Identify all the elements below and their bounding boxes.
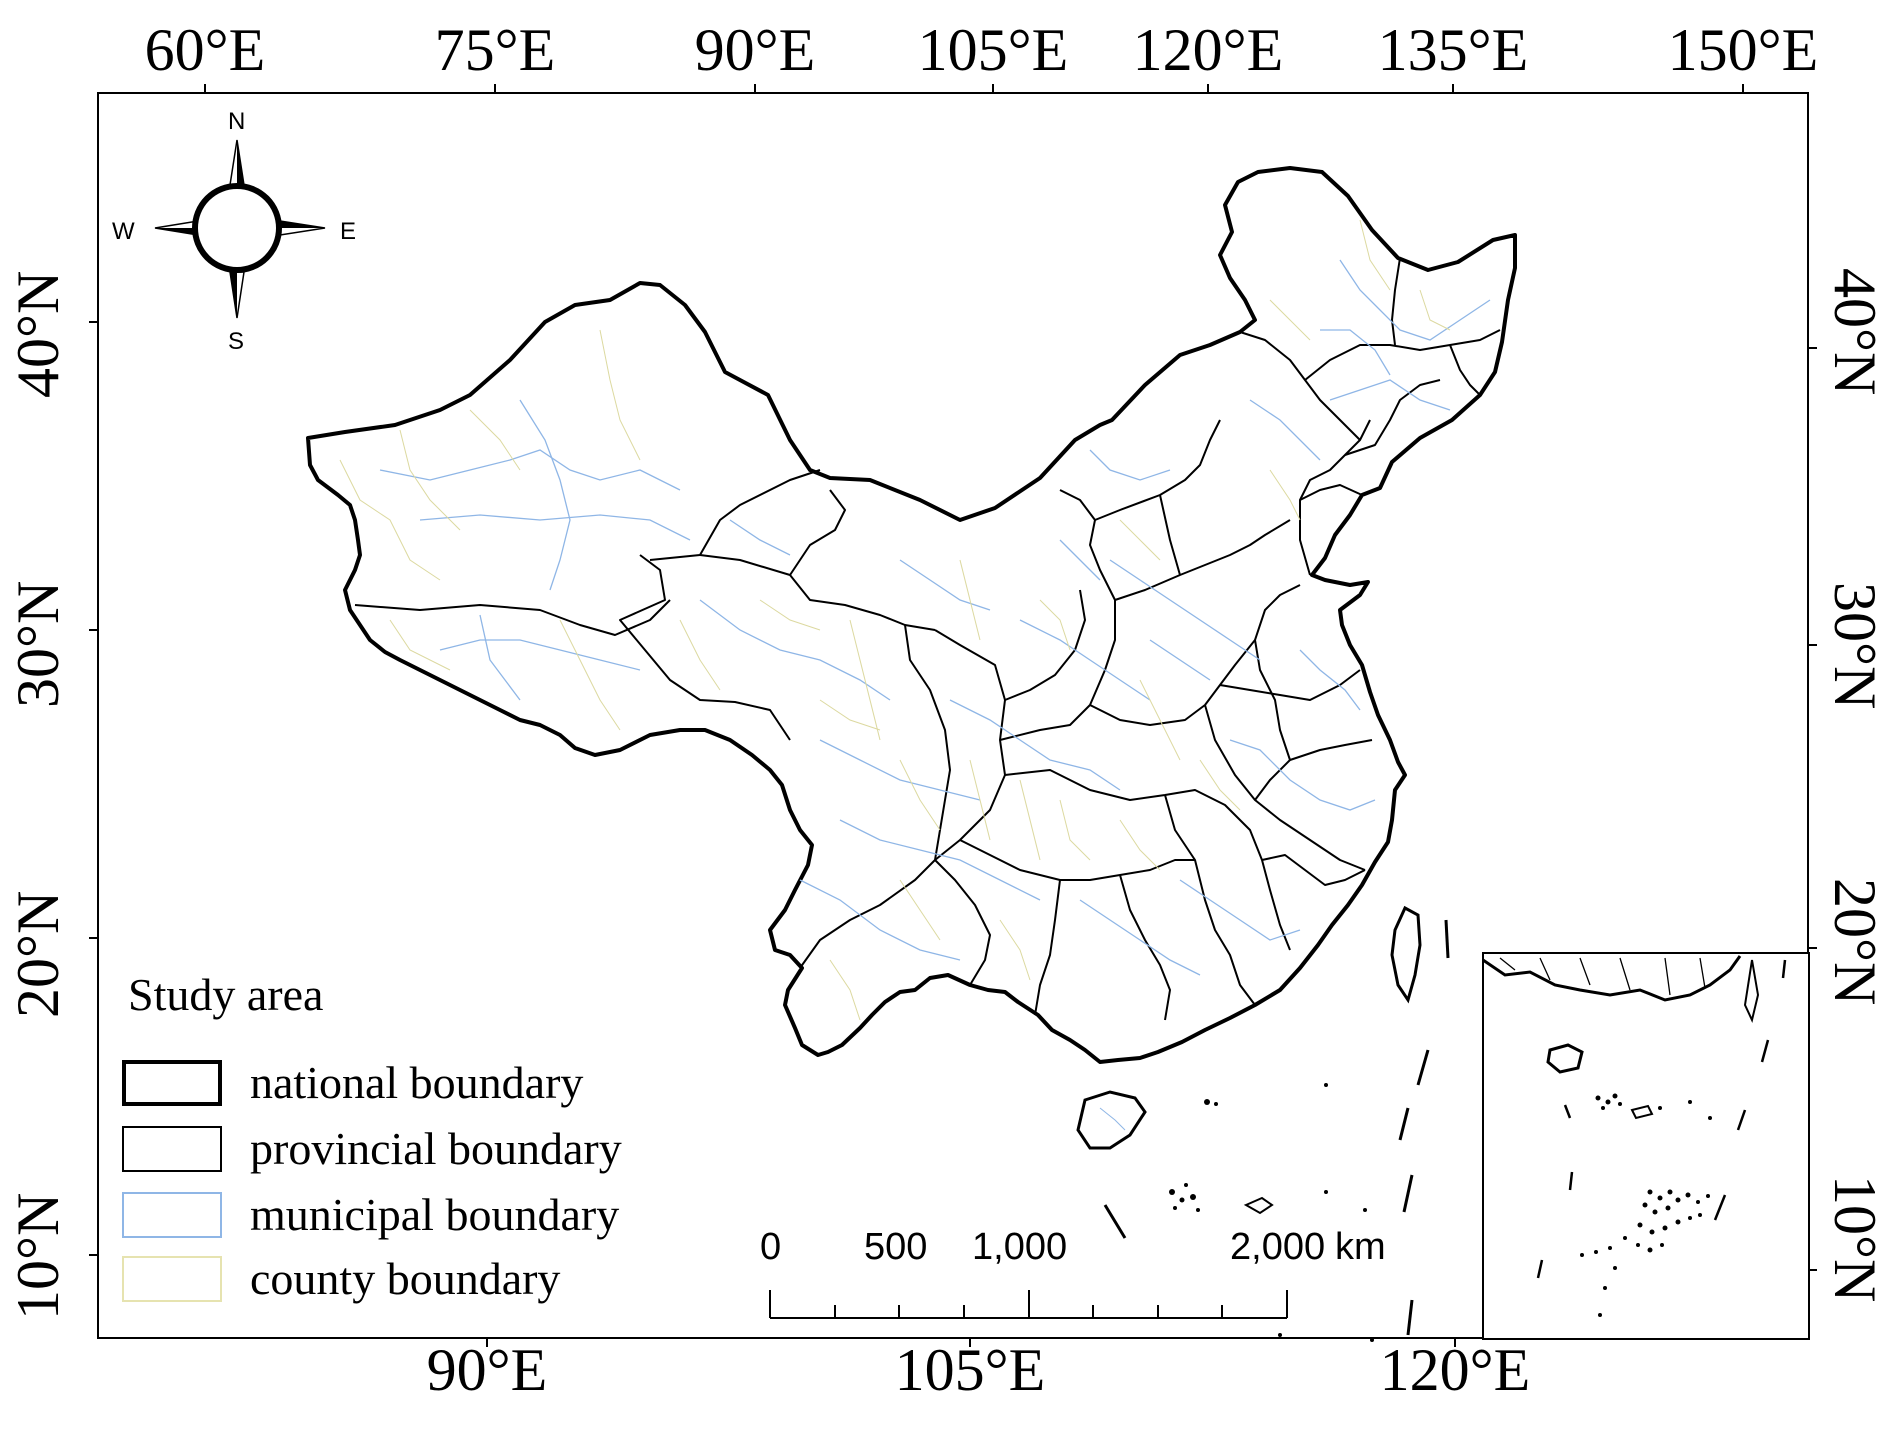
- scale-label: 0: [760, 1226, 782, 1268]
- scale-label: 500: [864, 1226, 928, 1268]
- municipal-boundaries: [379, 259, 1491, 976]
- legend-label: county boundary: [250, 1253, 561, 1304]
- graticule-ticks: [89, 84, 1817, 1347]
- south-sea-islands: [1169, 1083, 1374, 1342]
- nine-dash-line: [1103, 919, 1450, 1336]
- scale-label: 2,000: [1230, 1226, 1326, 1268]
- lon-label-bottom: 90°E: [426, 1337, 548, 1403]
- compass-east-label: E: [340, 218, 357, 245]
- legend-swatch: [122, 1060, 222, 1106]
- map-frame: [97, 92, 1809, 1339]
- hainan-island: [1076, 1090, 1147, 1150]
- legend-swatch: [122, 1126, 222, 1172]
- lon-label-bottom: 120°E: [1379, 1337, 1531, 1403]
- lon-label-top: 120°E: [1132, 17, 1284, 83]
- lon-label-top: 150°E: [1667, 17, 1819, 83]
- compass-rose: [154, 139, 326, 319]
- lon-label-top: 60°E: [144, 17, 266, 83]
- legend-title: Study area: [128, 969, 324, 1020]
- legend-label: national boundary: [250, 1057, 584, 1108]
- legend-swatch: [122, 1256, 222, 1302]
- lon-label-top: 90°E: [694, 17, 816, 83]
- inset-map: [1482, 952, 1810, 1340]
- lon-label-top: 75°E: [434, 17, 556, 83]
- national-boundary: [306, 166, 1517, 1064]
- scale-label: 1,000: [972, 1226, 1068, 1268]
- lon-label-top: 105°E: [917, 17, 1069, 83]
- scale-unit: km: [1335, 1226, 1386, 1268]
- lon-label-bottom: 105°E: [894, 1337, 1046, 1403]
- lon-label-top: 135°E: [1377, 17, 1529, 83]
- compass-west-label: W: [112, 218, 135, 245]
- compass-north-label: N: [228, 108, 246, 135]
- county-boundaries: [339, 219, 1451, 1021]
- legend-label: provincial boundary: [250, 1123, 622, 1174]
- legend-label: municipal boundary: [250, 1189, 620, 1240]
- taiwan-island: [1390, 905, 1422, 1004]
- provincial-boundaries: [354, 257, 1501, 1021]
- compass-south-label: S: [228, 328, 245, 355]
- scale-bar: [769, 1290, 1288, 1319]
- legend-swatch: [122, 1192, 222, 1238]
